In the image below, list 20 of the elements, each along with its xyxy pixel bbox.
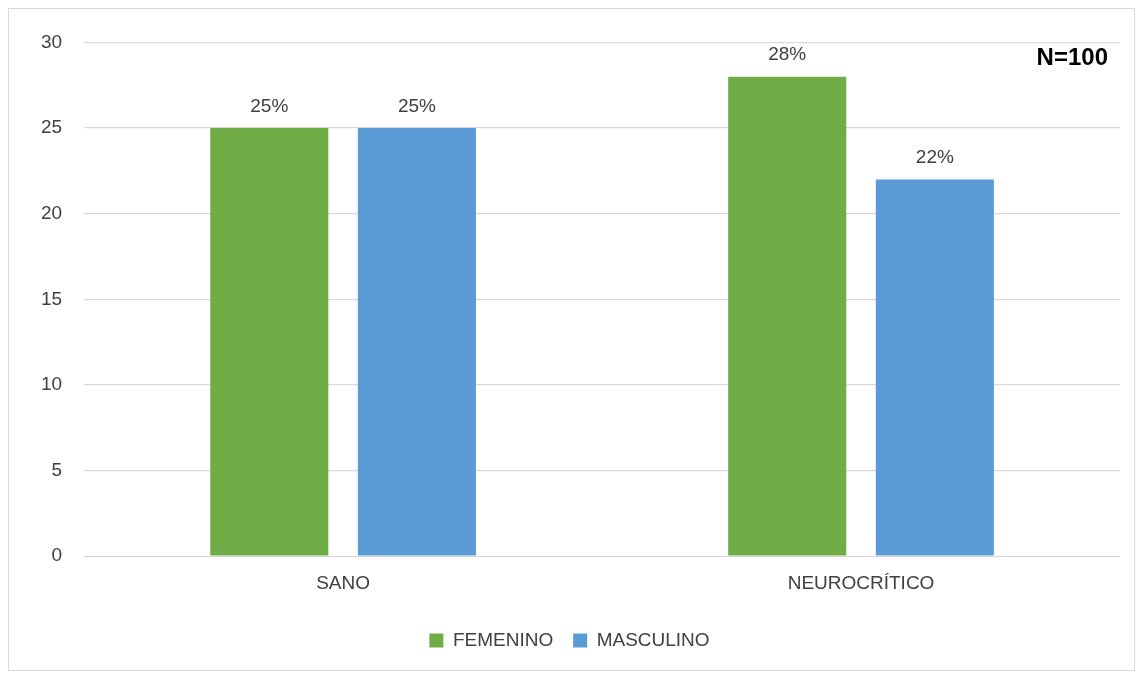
y-tick-label: 25 [40,116,63,138]
x-tick-label: NEUROCRÍTICO [787,571,935,593]
data-label: 28% [768,43,807,65]
y-tick-label: 0 [51,544,63,566]
y-tick-label: 15 [40,287,63,309]
data-label: 25% [250,94,289,116]
bar [210,128,329,556]
y-tick-label: 5 [51,458,63,480]
bar [875,179,994,556]
legend-label: FEMENINO [452,628,554,650]
y-tick-label: 30 [40,30,63,52]
x-tick-label: SANO [316,571,371,593]
y-tick-label: 20 [40,201,63,223]
legend-label: MASCULINO [596,628,710,650]
annotation: N=100 [1036,43,1108,71]
y-tick-label: 10 [40,373,63,395]
data-label: 22% [915,146,954,168]
data-label: 25% [397,94,437,116]
bar [357,128,476,556]
bar [728,76,847,556]
